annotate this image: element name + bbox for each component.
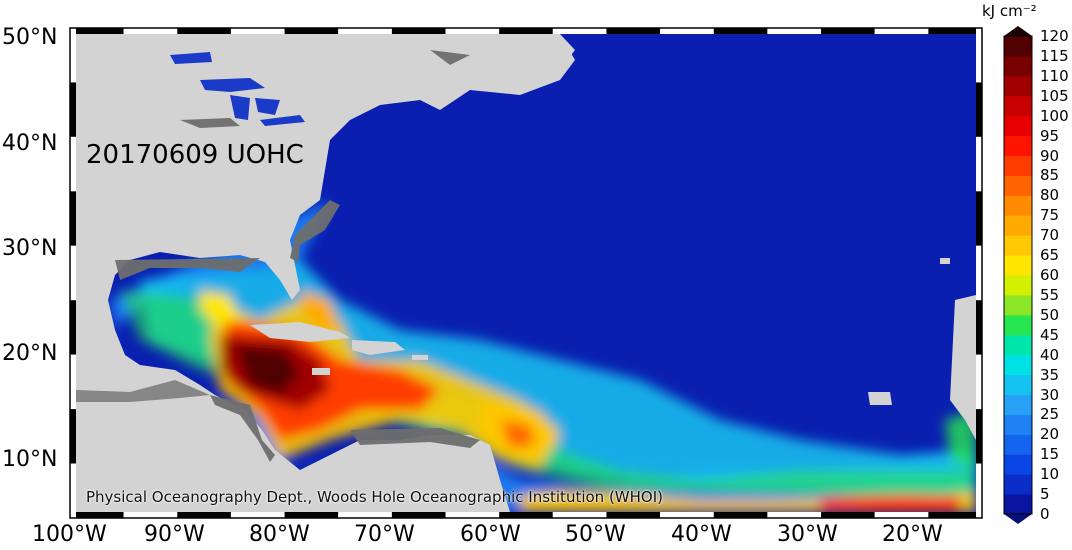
lon-label: 50°W <box>565 522 626 547</box>
colorbar-min-arrow <box>1004 514 1032 524</box>
colorbar-tick-label: 75 <box>1040 206 1060 225</box>
colorbar-swatch <box>1004 55 1032 77</box>
colorbar-tick-label: 65 <box>1040 246 1060 265</box>
colorbar-swatch <box>1004 75 1032 97</box>
colorbar-units: kJ cm⁻² <box>982 2 1037 20</box>
lon-label: 20°W <box>882 522 943 547</box>
colorbar-swatch <box>1004 434 1032 455</box>
colorbar-tick-label: 25 <box>1040 405 1060 424</box>
colorbar-tick-label: 45 <box>1040 325 1060 344</box>
colorbar-swatch <box>1004 255 1032 276</box>
colorbar-swatch <box>1004 494 1032 515</box>
colorbar-swatch <box>1004 414 1032 435</box>
lat-label: 20°N <box>2 341 58 366</box>
colorbar-swatch <box>1004 454 1032 475</box>
heat-field <box>110 200 976 512</box>
colorbar-swatch <box>1004 195 1032 216</box>
colorbar-tick-label: 20 <box>1040 425 1060 444</box>
great-lakes <box>170 52 305 126</box>
colorbar-swatch <box>1004 294 1032 316</box>
colorbar-swatch <box>1004 374 1032 395</box>
lat-label: 40°N <box>2 131 58 156</box>
lon-label: 90°W <box>144 522 205 547</box>
lon-label: 40°W <box>671 522 732 547</box>
lon-label: 80°W <box>249 522 310 547</box>
lat-label: 30°N <box>2 236 58 261</box>
colorbar-tick-label: 60 <box>1040 266 1060 284</box>
colorbar-swatch <box>1004 394 1032 415</box>
lon-label: 60°W <box>460 522 521 547</box>
lon-label: 30°W <box>777 522 838 547</box>
colorbar-swatch <box>1004 474 1032 495</box>
colorbar-tick-label: 40 <box>1040 345 1060 364</box>
colorbar-tick-label: 55 <box>1040 285 1060 304</box>
colorbar-max-arrow <box>1004 26 1032 36</box>
colorbar-swatch <box>1004 135 1032 156</box>
colorbar-tick-label: 95 <box>1040 126 1060 145</box>
land-mask <box>76 50 480 462</box>
colorbar-swatch <box>1004 175 1032 196</box>
colorbar-swatch <box>1004 314 1032 336</box>
colorbar-swatch <box>1004 235 1032 256</box>
map-title: 20170609 UOHC <box>86 140 304 170</box>
colorbar-swatch <box>1004 95 1032 117</box>
colorbar-tick-label: 15 <box>1040 445 1060 464</box>
colorbar-tick-label: 30 <box>1040 385 1060 404</box>
colorbar-swatch <box>1004 275 1032 296</box>
colorbar-tick-label: 105 <box>1040 86 1069 105</box>
lat-label: 10°N <box>2 447 58 472</box>
colorbar <box>1003 26 1033 524</box>
colorbar-tick-label: 85 <box>1040 166 1060 185</box>
colorbar-swatch <box>1004 354 1032 376</box>
colorbar-tick-label: 120 <box>1040 27 1069 45</box>
colorbar-tick-label: 5 <box>1040 485 1050 504</box>
colorbar-tick-label: 35 <box>1040 365 1060 384</box>
credit-text: Physical Oceanography Dept., Woods Hole … <box>86 488 663 506</box>
colorbar-tick-label: 115 <box>1040 46 1069 65</box>
colorbar-swatch <box>1004 334 1032 356</box>
colorbar-swatch <box>1004 155 1032 176</box>
colorbar-tick-label: 80 <box>1040 186 1060 205</box>
map-frame <box>69 27 983 519</box>
colorbar-tick-label: 70 <box>1040 226 1060 245</box>
lon-label: 70°W <box>354 522 415 547</box>
colorbar-swatch <box>1004 215 1032 236</box>
colorbar-swatch <box>1004 36 1032 57</box>
colorbar-tick-label: 110 <box>1040 66 1069 85</box>
colorbar-tick-label: 0 <box>1040 505 1050 523</box>
colorbar-swatch <box>1004 115 1032 137</box>
colorbar-tick-label: 10 <box>1040 465 1060 484</box>
colorbar-tick-label: 50 <box>1040 305 1060 324</box>
lat-label: 50°N <box>2 25 58 50</box>
lon-label: 100°W <box>32 522 107 547</box>
colorbar-tick-label: 100 <box>1040 106 1069 125</box>
colorbar-tick-label: 90 <box>1040 146 1060 165</box>
